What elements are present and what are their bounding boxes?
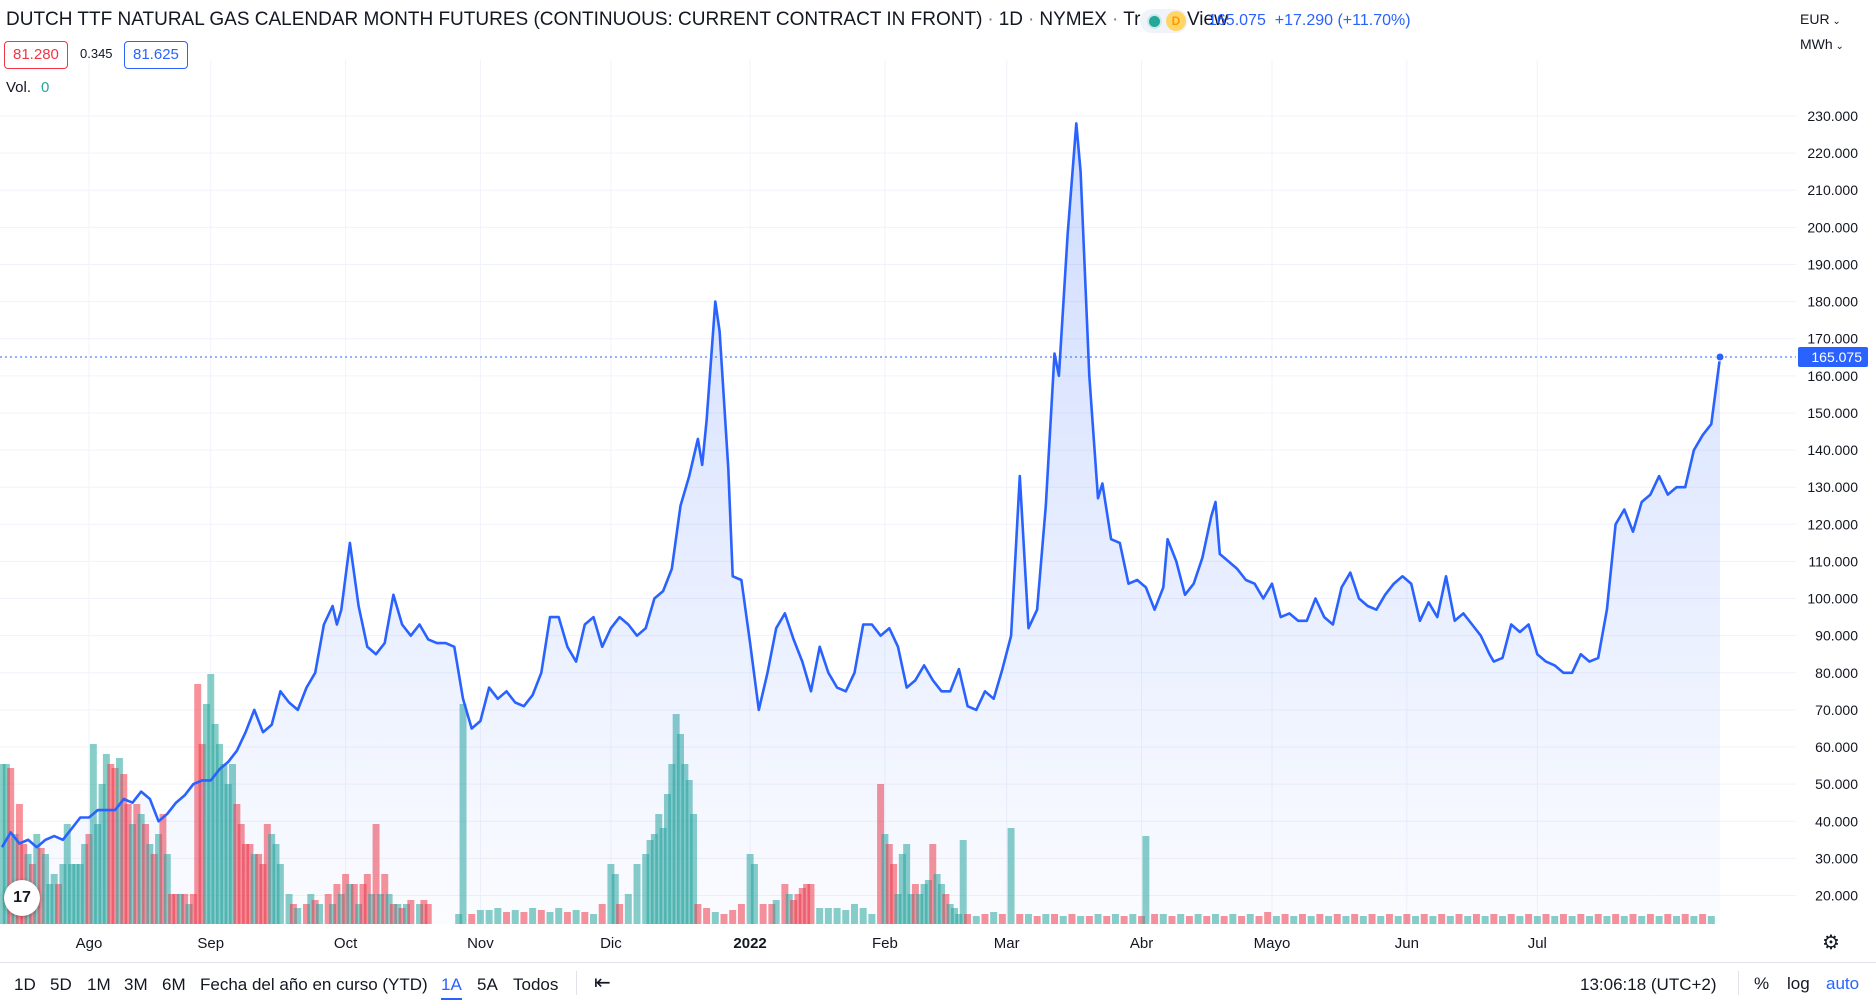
last-price-dot: [1715, 352, 1725, 362]
percent-scale-button[interactable]: %: [1754, 974, 1770, 993]
bottom-toolbar: 1D 5D 1M 3M 6M Fecha del año en curso (Y…: [0, 962, 1876, 1001]
y-tick-label: 50.000: [1815, 776, 1858, 792]
time-axis[interactable]: Ago Sep Oct Nov Dic 2022 Feb Mar Abr Mayo Jun Jul: [76, 935, 1547, 952]
x-tick-label: Sep: [197, 935, 224, 952]
range-1a[interactable]: 1A: [441, 975, 462, 1000]
x-tick-label: Abr: [1130, 935, 1153, 952]
last-price-readout: 165.075 +17.290 (+11.70%): [1208, 12, 1411, 30]
y-tick-label: 180.000: [1807, 294, 1858, 310]
currency-dropdown[interactable]: EUR: [1800, 8, 1844, 33]
chart-title: DUTCH TTF NATURAL GAS CALENDAR MONTH FUT…: [6, 9, 1228, 31]
market-open-icon: [1149, 16, 1160, 27]
tradingview-logo[interactable]: 17: [4, 880, 40, 916]
x-tick-label: 2022: [733, 935, 766, 952]
x-tick-label: Mar: [994, 935, 1020, 952]
y-tick-label: 100.000: [1807, 591, 1858, 607]
unit-dropdown[interactable]: MWh: [1800, 33, 1844, 58]
clock[interactable]: 13:06:18 (UTC+2): [1580, 975, 1717, 994]
buy-price-button[interactable]: 81.625: [124, 41, 188, 69]
toolbar-divider: [1738, 971, 1739, 995]
spread-value: 0.345: [80, 46, 113, 61]
last-price-tag: 165.075: [1798, 346, 1868, 367]
volume-value: 0: [41, 79, 50, 96]
sell-price-button[interactable]: 81.280: [4, 41, 68, 69]
y-tick-label: 230.000: [1807, 108, 1858, 124]
x-tick-label: Ago: [76, 935, 103, 952]
x-tick-label: Feb: [872, 935, 898, 952]
x-tick-label: Nov: [467, 935, 494, 952]
y-tick-label: 150.000: [1807, 405, 1858, 421]
price-line: [0, 122, 1722, 849]
exchange-label: NYMEX: [1039, 9, 1107, 30]
volume-label: Vol.: [6, 79, 32, 96]
y-tick-label: 110.000: [1808, 553, 1858, 569]
interval-label[interactable]: 1D: [998, 9, 1024, 30]
x-tick-label: Jun: [1395, 935, 1419, 952]
y-tick-label: 90.000: [1815, 628, 1858, 644]
y-tick-label: 190.000: [1807, 256, 1858, 272]
y-tick-label: 40.000: [1815, 813, 1858, 829]
price-axis[interactable]: 20.000 30.000 40.000 50.000 60.000 70.000 80.0…: [1807, 108, 1858, 904]
gear-icon[interactable]: ⚙: [1822, 932, 1840, 954]
x-tick-label: Mayo: [1254, 935, 1291, 952]
currency-unit-selector[interactable]: EUR MWh: [1800, 8, 1844, 58]
y-tick-label: 210.000: [1807, 182, 1858, 198]
auto-scale-button[interactable]: auto: [1826, 974, 1860, 993]
last-price-tag-text: 165.075: [1811, 349, 1862, 365]
delayed-data-icon: D: [1166, 11, 1186, 31]
y-tick-label: 200.000: [1807, 219, 1858, 235]
x-tick-label: Oct: [334, 935, 358, 952]
y-tick-label: 160.000: [1807, 368, 1858, 384]
volume-legend[interactable]: Vol. 0: [6, 79, 49, 96]
range-5d[interactable]: 5D: [50, 975, 72, 994]
range-1m[interactable]: 1M: [87, 975, 111, 994]
x-tick-label: Jul: [1528, 935, 1547, 952]
y-tick-label: 70.000: [1815, 702, 1858, 718]
x-tick-label: Dic: [600, 935, 622, 952]
y-tick-label: 80.000: [1815, 665, 1858, 681]
y-tick-label: 130.000: [1807, 479, 1858, 495]
range-todos[interactable]: Todos: [513, 975, 559, 994]
range-6m[interactable]: 6M: [162, 975, 186, 994]
range-ytd[interactable]: Fecha del año en curso (YTD): [200, 975, 428, 994]
last-price-value: 165.075: [1208, 12, 1266, 29]
symbol-name[interactable]: DUTCH TTF NATURAL GAS CALENDAR MONTH FUT…: [6, 9, 983, 30]
range-3m[interactable]: 3M: [124, 975, 148, 994]
y-tick-label: 140.000: [1807, 442, 1858, 458]
range-1d[interactable]: 1D: [14, 975, 36, 994]
range-5a[interactable]: 5A: [477, 975, 498, 994]
price-chart[interactable]: 20.000 30.000 40.000 50.000 60.000 70.000 80.0…: [0, 0, 1876, 962]
y-tick-label: 170.000: [1807, 331, 1858, 347]
toolbar-divider: [576, 971, 577, 995]
log-scale-button[interactable]: log: [1787, 974, 1810, 993]
y-tick-label: 120.000: [1807, 516, 1858, 532]
y-tick-label: 220.000: [1807, 145, 1858, 161]
y-tick-label: 30.000: [1815, 850, 1858, 866]
y-tick-label: 20.000: [1815, 888, 1858, 904]
price-change-value: +17.290 (+11.70%): [1274, 12, 1411, 29]
y-tick-label: 60.000: [1815, 739, 1858, 755]
price-area-fill: [2, 123, 1720, 924]
date-range-icon[interactable]: ⇤: [594, 972, 611, 994]
